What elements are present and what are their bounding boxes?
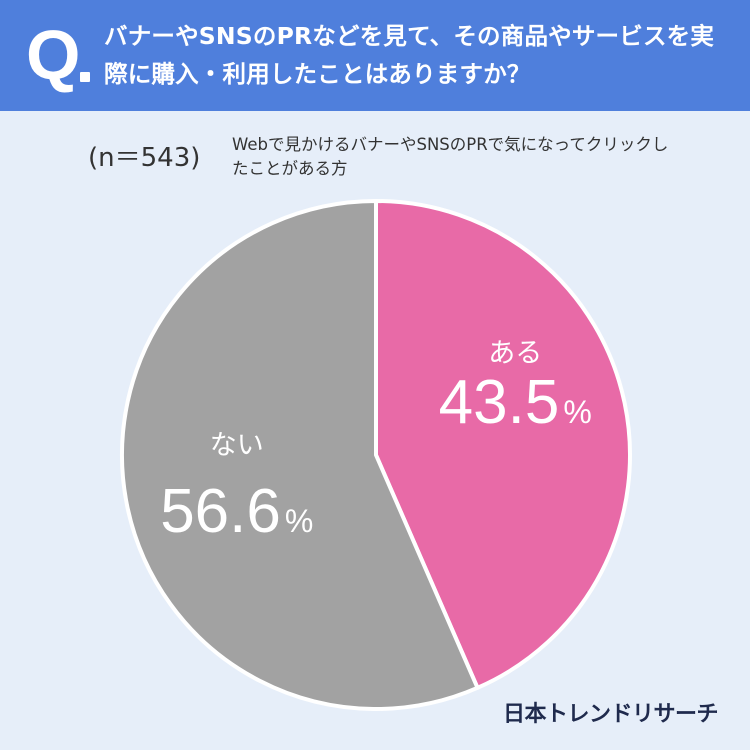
- q-mark: Q: [26, 16, 81, 94]
- slice-value-0: 43.5%: [439, 368, 592, 437]
- brand-logo: 日本トレンドリサーチ: [502, 702, 719, 727]
- slice-label-0: ある: [488, 338, 542, 369]
- slice-label-1: ない: [210, 430, 264, 461]
- respondent-description: Webで見かけるバナーやSNSのPRで気になってクリックしたことがある方: [232, 135, 669, 178]
- q-dot: [80, 72, 90, 82]
- slice-value-1: 56.6%: [160, 477, 313, 546]
- sample-size: (n＝543): [88, 143, 201, 173]
- pie-slice-1: [120, 199, 480, 711]
- question-text: バナーやSNSのPRなどを見て、その商品やサービスを実際に購入・利用したことはあ…: [104, 22, 715, 88]
- question-header: Q バナーやSNSのPRなどを見て、その商品やサービスを実際に購入・利用したこと…: [0, 0, 750, 111]
- pie-slice-0: [374, 199, 632, 690]
